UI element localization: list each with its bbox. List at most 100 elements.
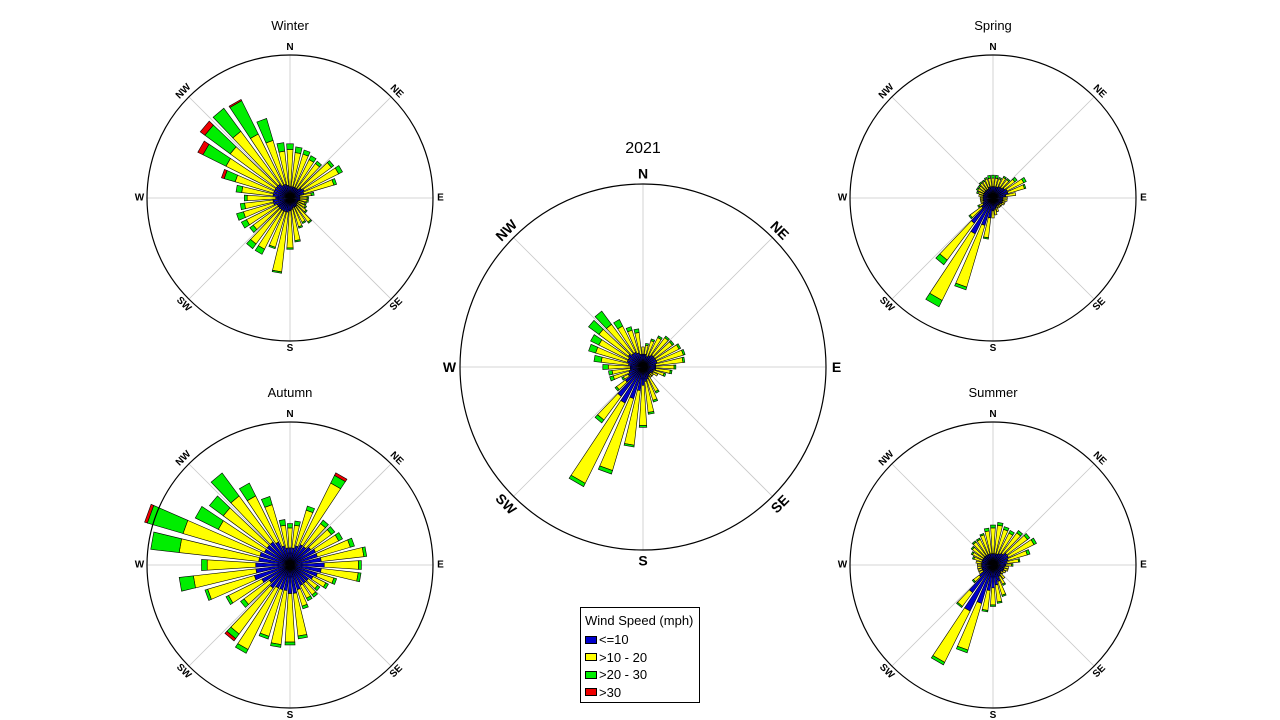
grid-line [891, 96, 994, 199]
rose-outer-circle [849, 421, 1137, 709]
grid-line [513, 237, 644, 368]
rose-outer-circle [459, 183, 827, 551]
rose-bar-bin-10-20 [651, 371, 659, 377]
rose-bar-bin-20-30 [356, 572, 362, 583]
rose-title: 2021 [625, 140, 661, 157]
rose-bar-bin-10-20 [1002, 198, 1008, 202]
rose-bar-bin-20-30 [657, 335, 663, 340]
rose-bar-bin-20-30 [976, 190, 979, 194]
rose-bar-bin-20-30 [287, 523, 293, 529]
grid-line [289, 564, 392, 667]
rose-bar-bin-10-20 [206, 559, 257, 571]
rose-bar-bin-20-30 [278, 519, 286, 527]
rose-bar-bin-20-30 [260, 496, 273, 508]
rose-bar-bin-20-30 [194, 506, 224, 530]
rose-bar-bin-20-30 [673, 364, 677, 370]
rose-bar-bin-10-20 [991, 210, 995, 219]
rose-bar-bin-10-20 [977, 567, 983, 572]
rose-bar-bin-20-30 [676, 343, 682, 350]
rose-bar-bin-20-30 [294, 146, 303, 154]
rose-bar-bin-20-30 [669, 369, 673, 375]
rose-bar-bin-20-30 [1006, 177, 1011, 182]
rose-bar-bin-20-30 [664, 335, 670, 341]
rose-title: Winter [271, 18, 309, 33]
rose-bar-bin-20-30 [588, 343, 599, 354]
rose-bar-bin-20-30 [308, 155, 317, 163]
rose-bar-bin-20-30 [925, 292, 943, 308]
rose-bar-bin-20-30 [322, 582, 329, 590]
grid-line [289, 197, 392, 300]
rose-bar-bin-20-30 [998, 177, 1002, 181]
rose-bar-bin-20-30 [984, 177, 988, 181]
rose-bar-bin-20-30 [238, 482, 257, 502]
grid-line [642, 237, 773, 368]
rose-bar-bin-10-20 [977, 563, 982, 567]
rose-bar-bin-20-30 [975, 187, 980, 191]
rose-bar-bin-gt30 [221, 168, 228, 179]
rose-bar-bin-10-20 [979, 198, 984, 202]
rose-bar-bin-20-30 [301, 603, 309, 610]
rose-bar-bin-20-30 [975, 537, 981, 542]
grid-line [188, 197, 291, 300]
rose-bar-bin-20-30 [244, 194, 248, 202]
rose-bar-bin-20-30 [1022, 183, 1027, 190]
compass-label: N [286, 409, 293, 420]
rose-bar-bin-20-30 [294, 239, 301, 243]
rose-bar-bin-10-20 [978, 194, 984, 198]
grid-line [188, 96, 291, 199]
grid-line [289, 96, 392, 199]
rose-bar-bin-20-30 [1017, 558, 1021, 563]
rose-bar-bin-20-30 [235, 184, 244, 193]
rose-bar-bin-20-30 [669, 340, 675, 346]
rose-bar-bin-20-30 [978, 181, 983, 185]
rose-bar-bin-20-30 [306, 199, 309, 203]
rose-bar-bin-20-30 [306, 595, 313, 602]
grid-line [513, 366, 644, 497]
rose-bar-bin-10-20 [1001, 200, 1006, 204]
rose-bar-bin-20-30 [994, 174, 999, 179]
legend-swatch [585, 670, 597, 679]
rose-bar-bin-20-30 [210, 472, 240, 504]
rose-title: Summer [968, 385, 1018, 400]
rose-bar-bin-20-30 [240, 219, 250, 229]
rose-bar-bin-20-30 [971, 540, 977, 545]
grid-line [642, 366, 773, 497]
rose-bar-bin-20-30 [970, 551, 975, 556]
rose-bar-bin-20-30 [258, 632, 270, 640]
rose-bar-bin-20-30 [983, 527, 990, 532]
rose-bar-bin-10-20 [1002, 569, 1007, 574]
compass-label: W [443, 359, 457, 375]
rose-bar-bin-20-30 [270, 642, 282, 648]
rose-bar-bin-10-20 [1005, 192, 1017, 197]
rose-bar-bin-20-30 [294, 520, 301, 527]
rose-bar-bin-20-30 [1023, 533, 1031, 540]
rose-bar-bin-20-30 [1011, 563, 1014, 567]
rose-bar-bin-20-30 [304, 209, 308, 214]
compass-label: E [832, 359, 841, 375]
rose-bar-bin-20-30 [150, 531, 182, 553]
rose-bar-bin-10-20 [975, 560, 983, 565]
rose-bar-bin-10-20 [977, 565, 983, 570]
rose-bar-bin-20-30 [968, 214, 973, 220]
legend-title: Wind Speed (mph) [585, 613, 694, 628]
rose-bar-bin-10-20 [1003, 565, 1009, 570]
rose-bar-bin-20-30 [204, 588, 212, 601]
rose-bar-bin-gt30 [228, 98, 243, 108]
rose-bar-bin-20-30 [236, 211, 246, 221]
legend-label: >20 - 30 [599, 667, 648, 683]
rose-bar-bin-20-30 [297, 634, 308, 640]
rose-bar-bin-20-30 [681, 349, 686, 356]
rose-bar-bin-20-30 [981, 179, 986, 183]
rose-bar-bin-10-20 [641, 346, 645, 355]
rose-bar-bin-10-20 [995, 206, 1000, 213]
rose-bar-bin-20-30 [1025, 549, 1031, 556]
rose-bar-bin-20-30 [314, 584, 321, 592]
compass-label: S [638, 553, 647, 569]
rose-bar-bin-20-30 [1001, 593, 1007, 597]
rose-bar-bin-20-30 [298, 225, 303, 229]
rose-outer-circle [146, 54, 434, 342]
rose-bar-bin-20-30 [594, 414, 605, 424]
rose-bar-bin-10-20 [1002, 196, 1008, 200]
